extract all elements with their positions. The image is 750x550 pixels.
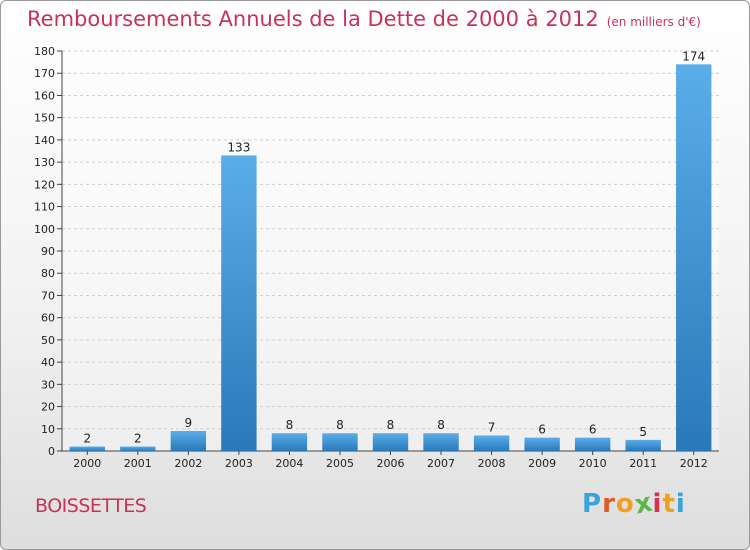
place-name: BOISSETTES [35,495,147,517]
y-tick-label: 10 [41,423,55,436]
x-tick-label: 2009 [528,457,556,470]
bar [524,437,560,451]
x-tick-label: 2010 [579,457,607,470]
x-tick-label: 2005 [326,457,354,470]
y-tick-label: 50 [41,334,55,347]
bar-value-label: 8 [336,418,344,432]
y-tick-label: 180 [34,45,55,58]
bar [271,433,308,451]
y-tick-label: 150 [34,112,55,125]
bar-value-label: 7 [488,420,496,434]
x-tick-label: 2007 [427,457,455,470]
x-tick-label: 2002 [174,457,202,470]
y-tick-label: 160 [34,89,55,102]
y-tick-label: 110 [34,201,55,214]
bar [372,433,409,451]
bar [625,439,661,451]
bar-value-label: 8 [387,418,395,432]
bar [120,446,156,451]
bar-value-label: 2 [83,432,91,446]
x-tick-label: 2006 [377,457,405,470]
bar-value-label: 2 [134,432,142,446]
bar [574,437,611,451]
bar [69,446,105,451]
x-tick-label: 2000 [73,457,101,470]
y-tick-label: 0 [48,445,55,458]
y-tick-label: 90 [41,245,55,258]
bar-value-label: 9 [185,416,193,430]
bar-value-label: 174 [682,49,705,63]
y-tick-label: 100 [34,223,55,236]
logo-letter: P [582,489,603,519]
bar-value-label: 6 [538,423,546,437]
x-tick-label: 2008 [478,457,506,470]
y-tick-label: 40 [41,356,55,369]
bar-value-label: 6 [589,423,597,437]
y-tick-label: 140 [34,134,55,147]
y-tick-label: 80 [41,267,55,280]
x-tick-label: 2004 [275,457,303,470]
chart-subtitle: (en milliers d'€) [606,15,701,29]
logo-letter: o [615,489,635,519]
proxiti-logo: Proxiti [582,487,686,520]
x-tick-label: 2001 [124,457,152,470]
x-tick-label: 2003 [225,457,253,470]
bar-value-label: 133 [227,140,250,154]
x-tick-label: 2011 [629,457,657,470]
bar [322,433,358,451]
y-tick-label: 70 [41,289,55,302]
logo-letter: i [675,489,686,519]
y-tick-label: 60 [41,312,55,325]
bar [676,64,712,452]
x-tick-label: 2012 [680,457,708,470]
bar [170,431,207,451]
logo-letter: r [602,489,616,519]
bar [423,433,459,451]
y-tick-label: 130 [34,156,55,169]
logo-letter: i [652,489,663,519]
y-tick-label: 170 [34,67,55,80]
bar-value-label: 5 [639,425,647,439]
bar [221,155,257,451]
logo-letter: t [662,489,676,519]
bar-value-label: 8 [286,418,294,432]
chart-title: Remboursements Annuels de la Dette de 20… [27,7,701,31]
chart-title-text: Remboursements Annuels de la Dette de 20… [27,7,599,31]
y-tick-label: 30 [41,378,55,391]
y-tick-label: 20 [41,401,55,414]
bar-value-label: 8 [437,418,445,432]
y-tick-label: 120 [34,178,55,191]
bar [473,435,510,451]
